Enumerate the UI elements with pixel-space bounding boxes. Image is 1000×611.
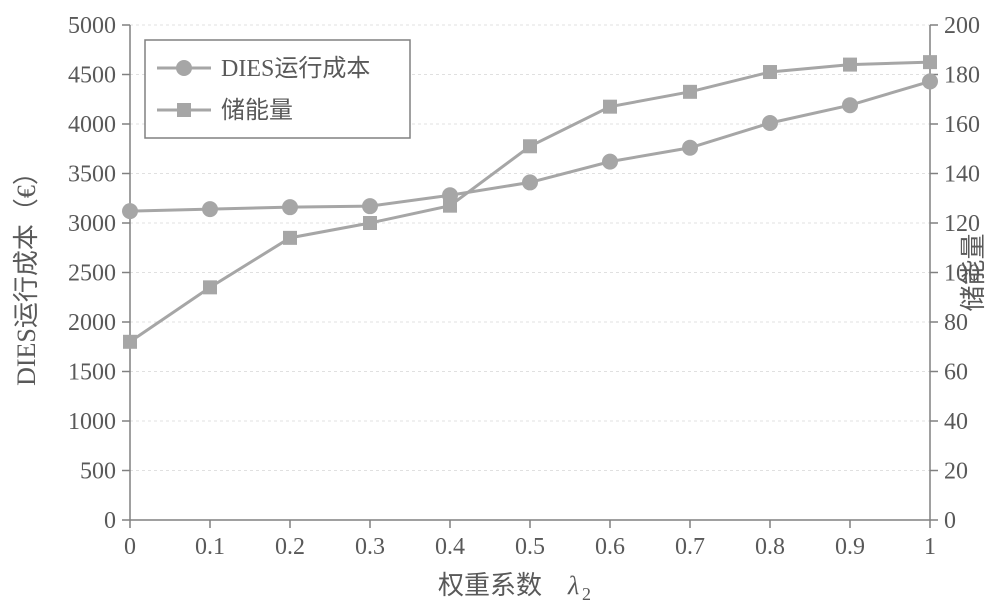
y-left-tick-label: 1500 [68, 360, 116, 386]
series-marker [682, 140, 698, 156]
x-tick-label: 0.5 [515, 534, 545, 560]
y-right-axis-title: 储能量 [959, 233, 988, 311]
y-left-tick-label: 5000 [68, 13, 116, 39]
svg-text:权重系数: 权重系数 [438, 571, 542, 600]
y-right-tick-label: 200 [944, 13, 980, 39]
series-marker [123, 335, 137, 349]
y-right-tick-label: 160 [944, 112, 980, 138]
x-tick-label: 0.2 [275, 534, 305, 560]
y-right-tick-label: 20 [944, 459, 968, 485]
x-tick-label: 0 [124, 534, 136, 560]
series-marker [202, 201, 218, 217]
y-right-tick-label: 120 [944, 211, 980, 237]
series-marker [842, 97, 858, 113]
series-marker [443, 199, 457, 213]
series-marker [522, 174, 538, 190]
series-marker [683, 85, 697, 99]
y-right-tick-label: 0 [944, 508, 956, 534]
series-marker [283, 231, 297, 245]
series-marker [843, 58, 857, 72]
y-left-tick-label: 1000 [68, 409, 116, 435]
series-marker [603, 100, 617, 114]
series-marker [763, 65, 777, 79]
y-left-tick-label: 500 [80, 459, 116, 485]
svg-text:2: 2 [582, 584, 591, 604]
svg-text:λ: λ [567, 571, 579, 600]
y-left-tick-label: 3000 [68, 211, 116, 237]
y-left-tick-label: 2500 [68, 261, 116, 287]
legend-label: 储能量 [221, 97, 293, 124]
series-marker [923, 55, 937, 69]
x-axis-title: 权重系数 λ2 [438, 571, 591, 604]
series-marker [203, 280, 217, 294]
series-marker [362, 198, 378, 214]
y-left-tick-label: 4500 [68, 63, 116, 89]
x-tick-label: 1 [924, 534, 936, 560]
dual-axis-line-chart: 00.10.20.30.40.50.60.70.80.91权重系数λ205001… [0, 0, 1000, 611]
y-right-tick-label: 60 [944, 360, 968, 386]
series-marker [602, 154, 618, 170]
legend: DIES运行成本储能量 [145, 40, 410, 138]
y-left-axis-title: DIES运行成本（€） [12, 159, 41, 386]
x-tick-label: 0.4 [435, 534, 465, 560]
x-tick-label: 0.7 [675, 534, 705, 560]
series-marker [122, 203, 138, 219]
chart-container: 00.10.20.30.40.50.60.70.80.91权重系数λ205001… [0, 0, 1000, 611]
y-right-tick-label: 140 [944, 162, 980, 188]
series-marker [282, 199, 298, 215]
x-tick-label: 0.1 [195, 534, 225, 560]
series-marker [762, 115, 778, 131]
y-left-tick-label: 0 [104, 508, 116, 534]
y-right-tick-label: 180 [944, 63, 980, 89]
series-marker [922, 73, 938, 89]
y-left-tick-label: 3500 [68, 162, 116, 188]
series-marker [363, 216, 377, 230]
y-left-tick-label: 2000 [68, 310, 116, 336]
y-right-tick-label: 80 [944, 310, 968, 336]
x-tick-label: 0.3 [355, 534, 385, 560]
series-marker [523, 139, 537, 153]
x-tick-label: 0.6 [595, 534, 625, 560]
x-tick-label: 0.9 [835, 534, 865, 560]
y-left-tick-label: 4000 [68, 112, 116, 138]
legend-label: DIES运行成本 [221, 55, 370, 82]
x-tick-label: 0.8 [755, 534, 785, 560]
y-right-tick-label: 40 [944, 409, 968, 435]
